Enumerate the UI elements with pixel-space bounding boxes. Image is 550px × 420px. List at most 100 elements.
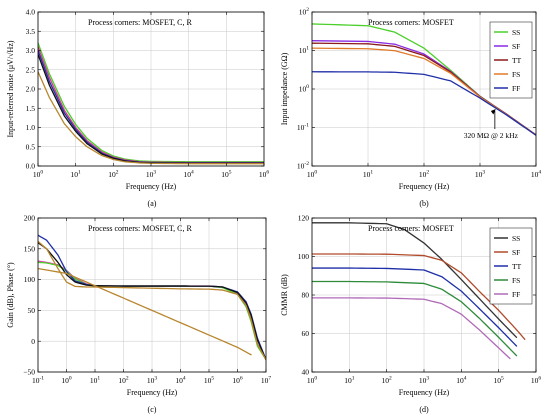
x-tick-label: 104 bbox=[531, 170, 542, 180]
chart-panel-1: 100 101 102 103 104 105 1060.00.51.01.52.02.53… bbox=[6, 8, 269, 208]
y-tick-label: 102 bbox=[299, 7, 310, 17]
series-line-tt bbox=[312, 267, 518, 347]
y-tick-label-base: 10 bbox=[299, 46, 307, 55]
x-tick-label: 105 bbox=[221, 170, 232, 180]
legend-label-fs: FS bbox=[512, 276, 520, 285]
series-line-1 bbox=[38, 42, 264, 163]
y-tick-label: 2.5 bbox=[26, 65, 36, 74]
y-axis-label: CMMR (dB) bbox=[280, 274, 289, 316]
panel-caption: (d) bbox=[419, 405, 429, 414]
x-tick-label: 106 bbox=[259, 170, 270, 180]
y-tick-label: 0.0 bbox=[26, 162, 36, 171]
x-tick-label-exp: 7 bbox=[268, 376, 271, 382]
x-tick-label-base: 10 bbox=[147, 376, 155, 385]
x-tick-label: 106 bbox=[531, 376, 542, 386]
x-tick-label: 103 bbox=[419, 376, 430, 386]
y-tick-label: 1.0 bbox=[26, 123, 36, 132]
x-tick-label-exp: 6 bbox=[538, 376, 541, 382]
y-tick-label: −50 bbox=[23, 368, 35, 377]
y-tick-label: 2.0 bbox=[26, 85, 36, 94]
y-tick-label-base: 10 bbox=[297, 123, 305, 132]
x-tick-label-base: 10 bbox=[61, 376, 69, 385]
x-tick-label-exp: 5 bbox=[211, 376, 214, 382]
y-tick-label: 100 bbox=[299, 84, 310, 94]
x-tick-label-exp: 1 bbox=[352, 376, 355, 382]
x-axis-label: Frequency (Hz) bbox=[399, 182, 450, 191]
x-tick-label-exp: 3 bbox=[154, 376, 157, 382]
x-tick-label-base: 10 bbox=[494, 376, 502, 385]
x-axis-label: Frequency (Hz) bbox=[126, 182, 177, 191]
x-tick-label: 102 bbox=[108, 170, 119, 180]
impedance-annotation: 320 MΩ @ 2 kHz bbox=[464, 131, 519, 140]
x-tick-label: 104 bbox=[175, 376, 186, 386]
y-tick-label-exp: -2 bbox=[304, 161, 309, 167]
process-corners-annotation: Process corners: MOSFET, C, R bbox=[88, 18, 193, 27]
x-tick-label: 10-1 bbox=[32, 376, 44, 386]
legend-label-sf: SF bbox=[512, 248, 520, 257]
series-group bbox=[38, 42, 264, 165]
x-tick-label-base: 10 bbox=[307, 376, 315, 385]
x-tick-label-exp: 5 bbox=[229, 170, 232, 176]
y-tick-label: 3.0 bbox=[26, 46, 36, 55]
x-tick-label: 102 bbox=[382, 376, 393, 386]
x-tick-label-exp: 3 bbox=[153, 170, 156, 176]
x-tick-label: 105 bbox=[494, 376, 505, 386]
x-tick-label-base: 10 bbox=[259, 170, 267, 179]
chart-panel-3: 10-1 100 101 102 103 104 105 106 107−50050100150… bbox=[6, 214, 271, 414]
y-tick-label: 0 bbox=[31, 337, 35, 346]
x-tick-label-exp: 4 bbox=[464, 376, 467, 382]
x-tick-label-exp: -1 bbox=[39, 376, 44, 382]
y-tick-label-base: 10 bbox=[297, 162, 305, 171]
x-tick-label-base: 10 bbox=[221, 170, 229, 179]
y-axis-label: Input-referred noise (μV/√Hz) bbox=[6, 40, 15, 137]
series-group bbox=[312, 222, 526, 360]
x-tick-label-exp: 2 bbox=[116, 170, 119, 176]
x-tick-label-base: 10 bbox=[531, 170, 539, 179]
y-tick-label: 4.0 bbox=[26, 8, 36, 17]
x-axis-label: Frequency (Hz) bbox=[399, 388, 450, 397]
legend-label-tt: TT bbox=[512, 262, 522, 271]
x-tick-label-base: 10 bbox=[204, 376, 212, 385]
x-tick-label-exp: 2 bbox=[389, 376, 392, 382]
x-tick-label-base: 10 bbox=[118, 376, 126, 385]
x-tick-label: 104 bbox=[184, 170, 195, 180]
process-corners-annotation: Process corners: MOSFET, C, R bbox=[88, 224, 193, 233]
x-tick-label-base: 10 bbox=[71, 170, 79, 179]
legend-label-tt: TT bbox=[512, 56, 522, 65]
x-tick-label: 100 bbox=[307, 170, 318, 180]
x-tick-label-base: 10 bbox=[108, 170, 116, 179]
x-tick-label: 101 bbox=[363, 170, 374, 180]
x-tick-label-exp: 3 bbox=[426, 376, 429, 382]
legend-label-ff: FF bbox=[512, 84, 520, 93]
y-tick-label: 150 bbox=[24, 244, 36, 253]
x-tick-label-exp: 1 bbox=[97, 376, 100, 382]
x-tick-label-exp: 6 bbox=[240, 376, 243, 382]
process-corners-annotation: Process corners: MOSFET bbox=[368, 224, 454, 233]
y-tick-label: 100 bbox=[24, 275, 36, 284]
x-tick-label: 101 bbox=[71, 170, 82, 180]
x-tick-label: 107 bbox=[261, 376, 272, 386]
x-tick-label-base: 10 bbox=[175, 376, 183, 385]
x-tick-label-base: 10 bbox=[184, 170, 192, 179]
x-tick-label-base: 10 bbox=[419, 376, 427, 385]
x-tick-label: 103 bbox=[475, 170, 486, 180]
y-tick-label-base: 10 bbox=[299, 8, 307, 17]
legend-label-sf: SF bbox=[512, 42, 520, 51]
x-tick-label-exp: 5 bbox=[501, 376, 504, 382]
x-tick-label-base: 10 bbox=[382, 376, 390, 385]
x-tick-label: 102 bbox=[419, 170, 430, 180]
x-tick-label-exp: 0 bbox=[314, 170, 317, 176]
x-tick-label-base: 10 bbox=[33, 170, 41, 179]
x-tick-label: 102 bbox=[118, 376, 129, 386]
y-tick-label-base: 10 bbox=[299, 85, 307, 94]
x-tick-label-base: 10 bbox=[475, 170, 483, 179]
series-group bbox=[312, 23, 536, 136]
y-tick-label: 60 bbox=[302, 329, 310, 338]
x-tick-label: 101 bbox=[344, 376, 355, 386]
x-tick-label: 104 bbox=[456, 376, 467, 386]
series-line-ff bbox=[312, 297, 511, 360]
y-tick-label: 50 bbox=[28, 306, 36, 315]
x-tick-label-exp: 3 bbox=[482, 170, 485, 176]
series-group bbox=[38, 234, 266, 361]
